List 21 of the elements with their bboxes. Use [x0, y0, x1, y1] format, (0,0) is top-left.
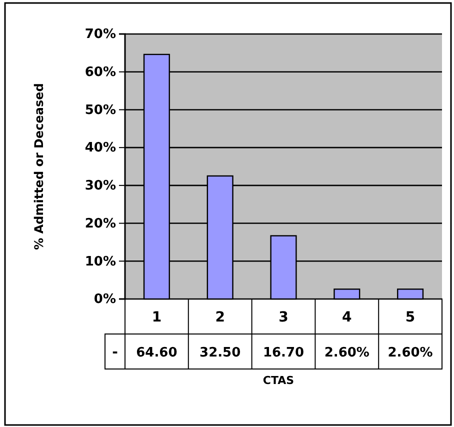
y-tick-label: 40%: [84, 140, 116, 156]
y-tick-label: 70%: [84, 27, 116, 42]
x-tick-label: 1: [152, 310, 162, 326]
x-tick-label: 3: [278, 310, 288, 326]
x-axis-title: CTAS: [262, 374, 294, 387]
data-label: 16.70: [262, 346, 304, 360]
text: -: [112, 344, 118, 360]
y-tick-label: 50%: [84, 102, 116, 118]
data-label: 64.60: [136, 346, 178, 360]
y-tick-label: 10%: [84, 254, 116, 270]
y-tick-label: 0%: [94, 292, 116, 308]
data-label: 32.50: [200, 346, 241, 360]
y-tick-label: 60%: [84, 65, 116, 80]
x-tick-label: 4: [342, 310, 352, 326]
data-label: 2.60%: [324, 346, 370, 360]
data-label: 2.60%: [388, 346, 433, 360]
y-tick-label: 30%: [84, 178, 116, 194]
y-tick-label: 20%: [84, 216, 116, 232]
y-axis-title: % Admitted or Deceased: [32, 83, 46, 250]
x-tick-label: 5: [405, 310, 416, 326]
x-tick-label: 2: [215, 310, 225, 326]
